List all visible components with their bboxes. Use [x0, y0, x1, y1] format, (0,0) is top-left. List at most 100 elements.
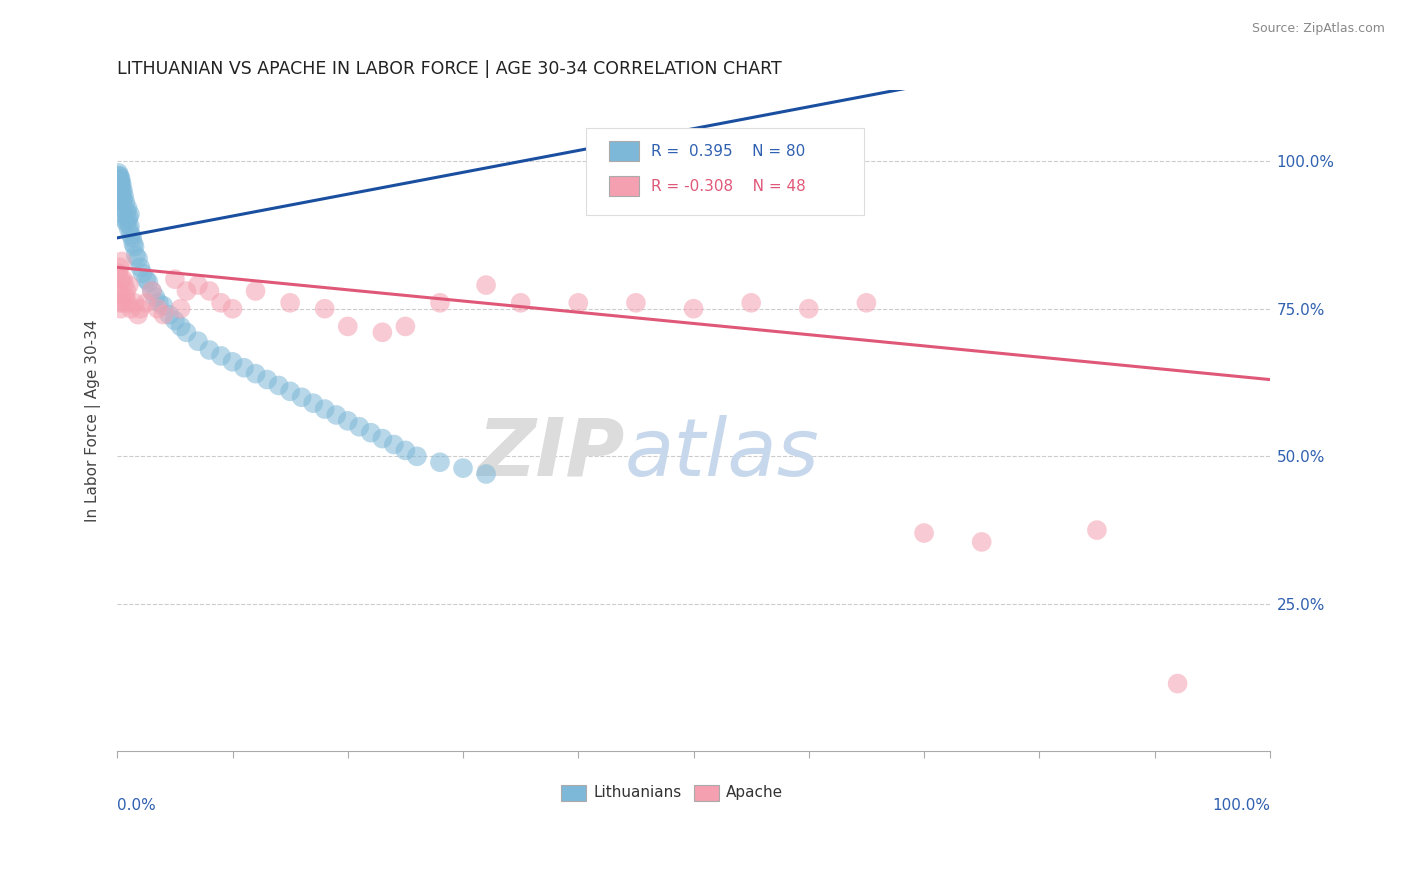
Point [117, 295, 139, 310]
Point [176, 326, 198, 340]
Point [187, 278, 209, 293]
Point [108, 260, 131, 275]
Point [114, 195, 136, 210]
Point [406, 450, 429, 464]
Point [141, 284, 163, 298]
Point [117, 202, 139, 216]
Point [129, 260, 152, 275]
Point [110, 189, 132, 203]
Point [221, 301, 243, 316]
Point [314, 301, 336, 316]
FancyBboxPatch shape [561, 785, 586, 801]
Point [117, 213, 139, 227]
Point [624, 295, 647, 310]
Point [108, 186, 131, 201]
Point [152, 308, 174, 322]
Point [112, 207, 135, 221]
Point [108, 169, 131, 183]
Point [118, 219, 141, 233]
Point [233, 360, 256, 375]
Point [107, 184, 129, 198]
Point [121, 231, 143, 245]
Point [349, 419, 371, 434]
Point [302, 396, 325, 410]
Point [267, 378, 290, 392]
Point [120, 301, 142, 316]
Point [107, 189, 129, 203]
Point [169, 319, 191, 334]
Point [336, 319, 359, 334]
Point [336, 414, 359, 428]
Point [112, 189, 135, 203]
Point [451, 461, 474, 475]
Point [209, 349, 232, 363]
Point [148, 295, 170, 310]
Text: R =  0.395    N = 80: R = 0.395 N = 80 [651, 144, 806, 159]
Point [475, 467, 498, 481]
Point [118, 207, 141, 221]
Point [112, 184, 135, 198]
Point [107, 284, 129, 298]
Point [163, 313, 186, 327]
Text: ZIP: ZIP [477, 415, 624, 493]
Point [429, 295, 451, 310]
Point [382, 437, 405, 451]
Point [221, 355, 243, 369]
Point [135, 295, 157, 310]
Point [131, 266, 153, 280]
Point [198, 284, 221, 298]
Point [107, 266, 129, 280]
Text: Lithuanians: Lithuanians [593, 785, 682, 800]
Text: Source: ZipAtlas.com: Source: ZipAtlas.com [1251, 22, 1385, 36]
Point [112, 193, 135, 207]
Point [110, 301, 132, 316]
Point [114, 290, 136, 304]
Point [107, 180, 129, 194]
Text: 0.0%: 0.0% [117, 797, 156, 813]
Point [107, 169, 129, 183]
Point [120, 227, 142, 242]
Point [209, 295, 232, 310]
Point [143, 290, 166, 304]
Point [112, 272, 135, 286]
Point [371, 432, 394, 446]
Point [110, 175, 132, 189]
Point [245, 367, 267, 381]
Point [429, 455, 451, 469]
FancyBboxPatch shape [586, 128, 865, 215]
Point [111, 184, 134, 198]
Point [278, 295, 301, 310]
Point [108, 295, 131, 310]
FancyBboxPatch shape [609, 177, 640, 196]
Point [125, 249, 148, 263]
Point [115, 204, 138, 219]
Point [198, 343, 221, 357]
Point [1085, 523, 1108, 537]
Point [187, 334, 209, 348]
Point [108, 171, 131, 186]
Point [108, 178, 131, 192]
Point [111, 254, 134, 268]
Point [256, 373, 278, 387]
Point [146, 301, 169, 316]
Point [740, 295, 762, 310]
Text: 100.0%: 100.0% [1212, 797, 1270, 813]
Point [107, 178, 129, 192]
Point [1167, 676, 1189, 690]
Y-axis label: In Labor Force | Age 30-34: In Labor Force | Age 30-34 [86, 319, 101, 522]
Point [371, 326, 394, 340]
Point [112, 278, 135, 293]
Point [114, 213, 136, 227]
Point [912, 526, 935, 541]
Point [567, 295, 589, 310]
Point [111, 178, 134, 192]
Point [110, 186, 132, 201]
Point [325, 408, 347, 422]
Point [110, 171, 132, 186]
Point [314, 402, 336, 417]
Point [157, 308, 180, 322]
Point [112, 202, 135, 216]
Point [127, 252, 149, 266]
Point [138, 275, 160, 289]
FancyBboxPatch shape [609, 141, 640, 161]
